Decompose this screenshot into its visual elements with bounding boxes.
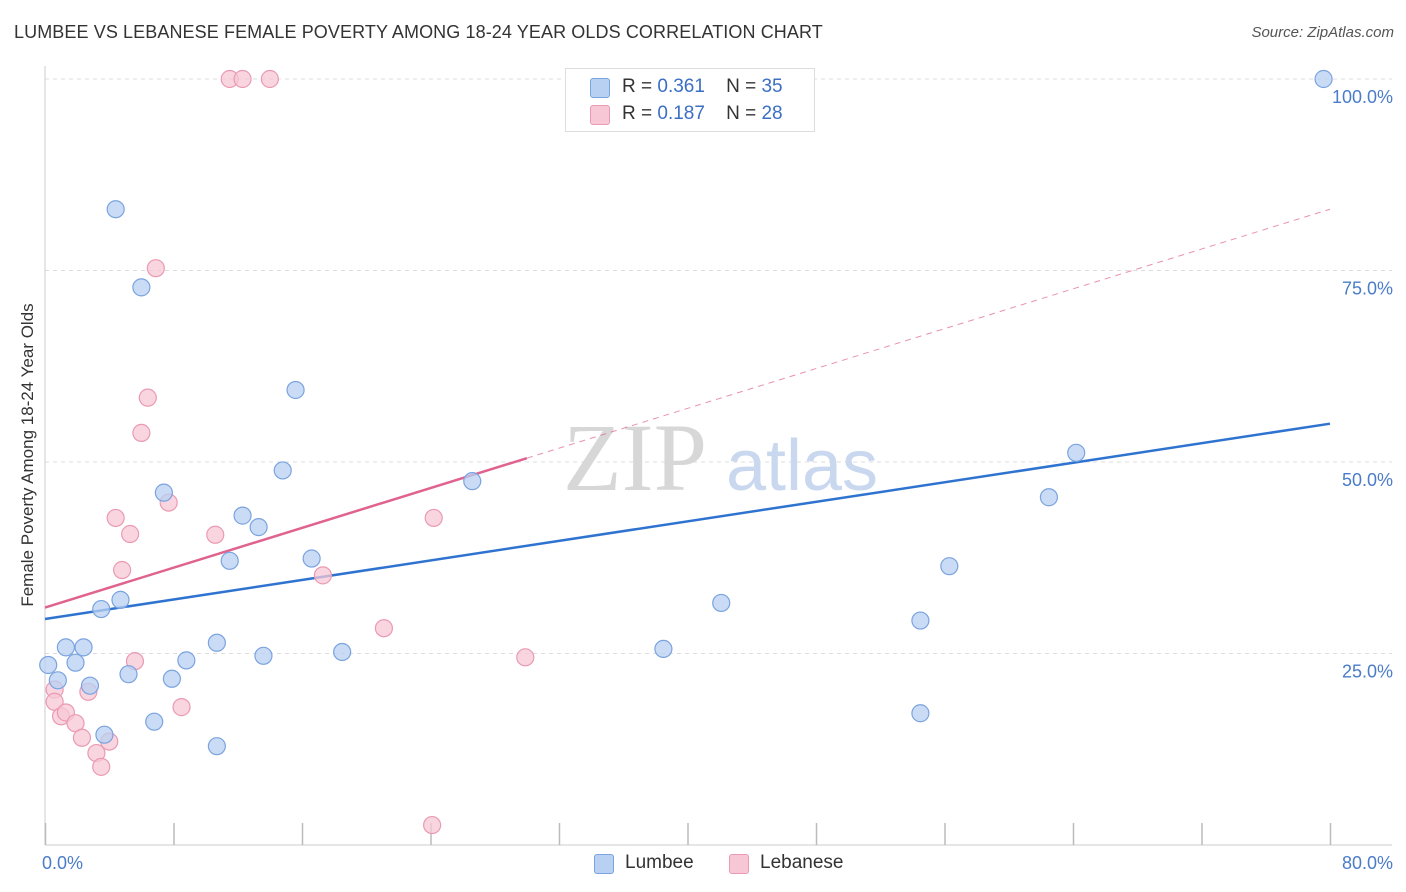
- y-tick-label: 25.0%: [1342, 662, 1393, 682]
- lebanese-point: [106, 508, 125, 528]
- lumbee-point: [39, 655, 58, 675]
- lumbee-point: [48, 671, 67, 690]
- lebanese-point: [206, 525, 225, 544]
- legend-n-label: N =: [726, 76, 757, 97]
- bottom-legend-label-lumbee: Lumbee: [625, 852, 694, 873]
- legend-n-label: N =: [726, 103, 757, 124]
- lebanese-point: [132, 423, 151, 442]
- watermark-atlas: atlas: [726, 426, 878, 506]
- lumbee-point: [80, 676, 100, 695]
- lebanese-trend-line: [44, 456, 528, 609]
- lumbee-point: [233, 506, 252, 525]
- lebanese-point: [172, 698, 191, 717]
- lumbee-point: [1067, 443, 1086, 462]
- lumbee-point: [106, 200, 125, 219]
- lumbee-swatch: [590, 78, 610, 98]
- lebanese-swatch: [590, 105, 610, 125]
- axes: [44, 66, 1392, 846]
- lumbee-point: [254, 646, 273, 665]
- lebanese-point: [112, 560, 132, 580]
- legend-r-label: R =: [622, 103, 653, 124]
- watermark: ZIP atlas: [563, 404, 878, 511]
- trend-lines: [44, 208, 1331, 621]
- lumbee-point: [273, 461, 292, 480]
- data-points: [39, 69, 1333, 835]
- lumbee-point: [111, 590, 130, 609]
- lebanese-point: [423, 815, 442, 835]
- lumbee-point: [712, 593, 731, 613]
- lumbee-point: [220, 551, 239, 570]
- lebanese-point: [146, 259, 165, 278]
- legend: R = 0.361 N = 35 R = 0.187 N = 28: [565, 68, 815, 132]
- lumbee-point: [911, 704, 930, 723]
- lebanese-point: [313, 566, 332, 585]
- lumbee-point: [463, 472, 482, 491]
- lumbee-point: [207, 633, 226, 652]
- lumbee-point: [333, 642, 352, 662]
- watermark-zip: ZIP: [563, 404, 707, 511]
- lumbee-point: [92, 599, 111, 619]
- lumbee-point: [654, 639, 673, 659]
- lumbee-swatch: [594, 854, 614, 874]
- lumbee-point: [177, 651, 196, 670]
- x-tick-label: 0.0%: [42, 853, 83, 873]
- legend-r-value-lumbee: 0.361: [657, 76, 705, 97]
- y-tick-label: 75.0%: [1342, 279, 1393, 299]
- lumbee-point: [286, 380, 305, 400]
- lumbee-point: [207, 737, 226, 756]
- lumbee-point: [66, 653, 85, 672]
- lumbee-point: [1039, 488, 1059, 507]
- lebanese-point: [92, 757, 111, 776]
- lebanese-point: [260, 69, 279, 89]
- lebanese-point: [72, 728, 92, 747]
- x-tick-label: 80.0%: [1342, 853, 1393, 873]
- legend-r-value-lebanese: 0.187: [657, 103, 705, 124]
- lumbee-point: [56, 638, 75, 657]
- lebanese-point: [233, 69, 252, 89]
- y-tick-label: 100.0%: [1332, 87, 1393, 107]
- lebanese-swatch: [729, 854, 749, 874]
- legend-n-value-lebanese: 28: [761, 103, 783, 124]
- lumbee-trend-line: [44, 422, 1331, 621]
- lumbee-point: [154, 483, 173, 502]
- lumbee-point: [162, 669, 181, 688]
- lumbee-point: [249, 518, 268, 537]
- tick-labels: 25.0% 50.0% 75.0% 100.0% 0.0% 80.0%: [42, 87, 1393, 873]
- lumbee-point: [119, 665, 138, 684]
- grid-lines: [45, 78, 1392, 654]
- lumbee-point: [940, 557, 959, 576]
- y-tick-label: 50.0%: [1342, 470, 1393, 490]
- lumbee-point: [132, 278, 151, 297]
- lebanese-point: [374, 619, 394, 638]
- bottom-legend-label-lebanese: Lebanese: [760, 852, 844, 873]
- chart-title: LUMBEE VS LEBANESE FEMALE POVERTY AMONG …: [14, 22, 823, 42]
- legend-n-value-lumbee: 35: [761, 76, 783, 97]
- lebanese-point: [516, 648, 535, 667]
- lumbee-point: [145, 712, 164, 731]
- lebanese-trend-extension: [526, 208, 1331, 459]
- lebanese-point: [121, 524, 140, 544]
- lebanese-point: [138, 388, 157, 407]
- lumbee-point: [911, 611, 930, 630]
- lebanese-point: [424, 508, 443, 528]
- lumbee-point: [95, 725, 114, 744]
- source-label: Source: ZipAtlas.com: [1251, 24, 1394, 41]
- lumbee-point: [302, 549, 321, 568]
- lumbee-point: [1314, 69, 1333, 89]
- lumbee-point: [74, 638, 93, 657]
- legend-r-label: R =: [622, 76, 653, 97]
